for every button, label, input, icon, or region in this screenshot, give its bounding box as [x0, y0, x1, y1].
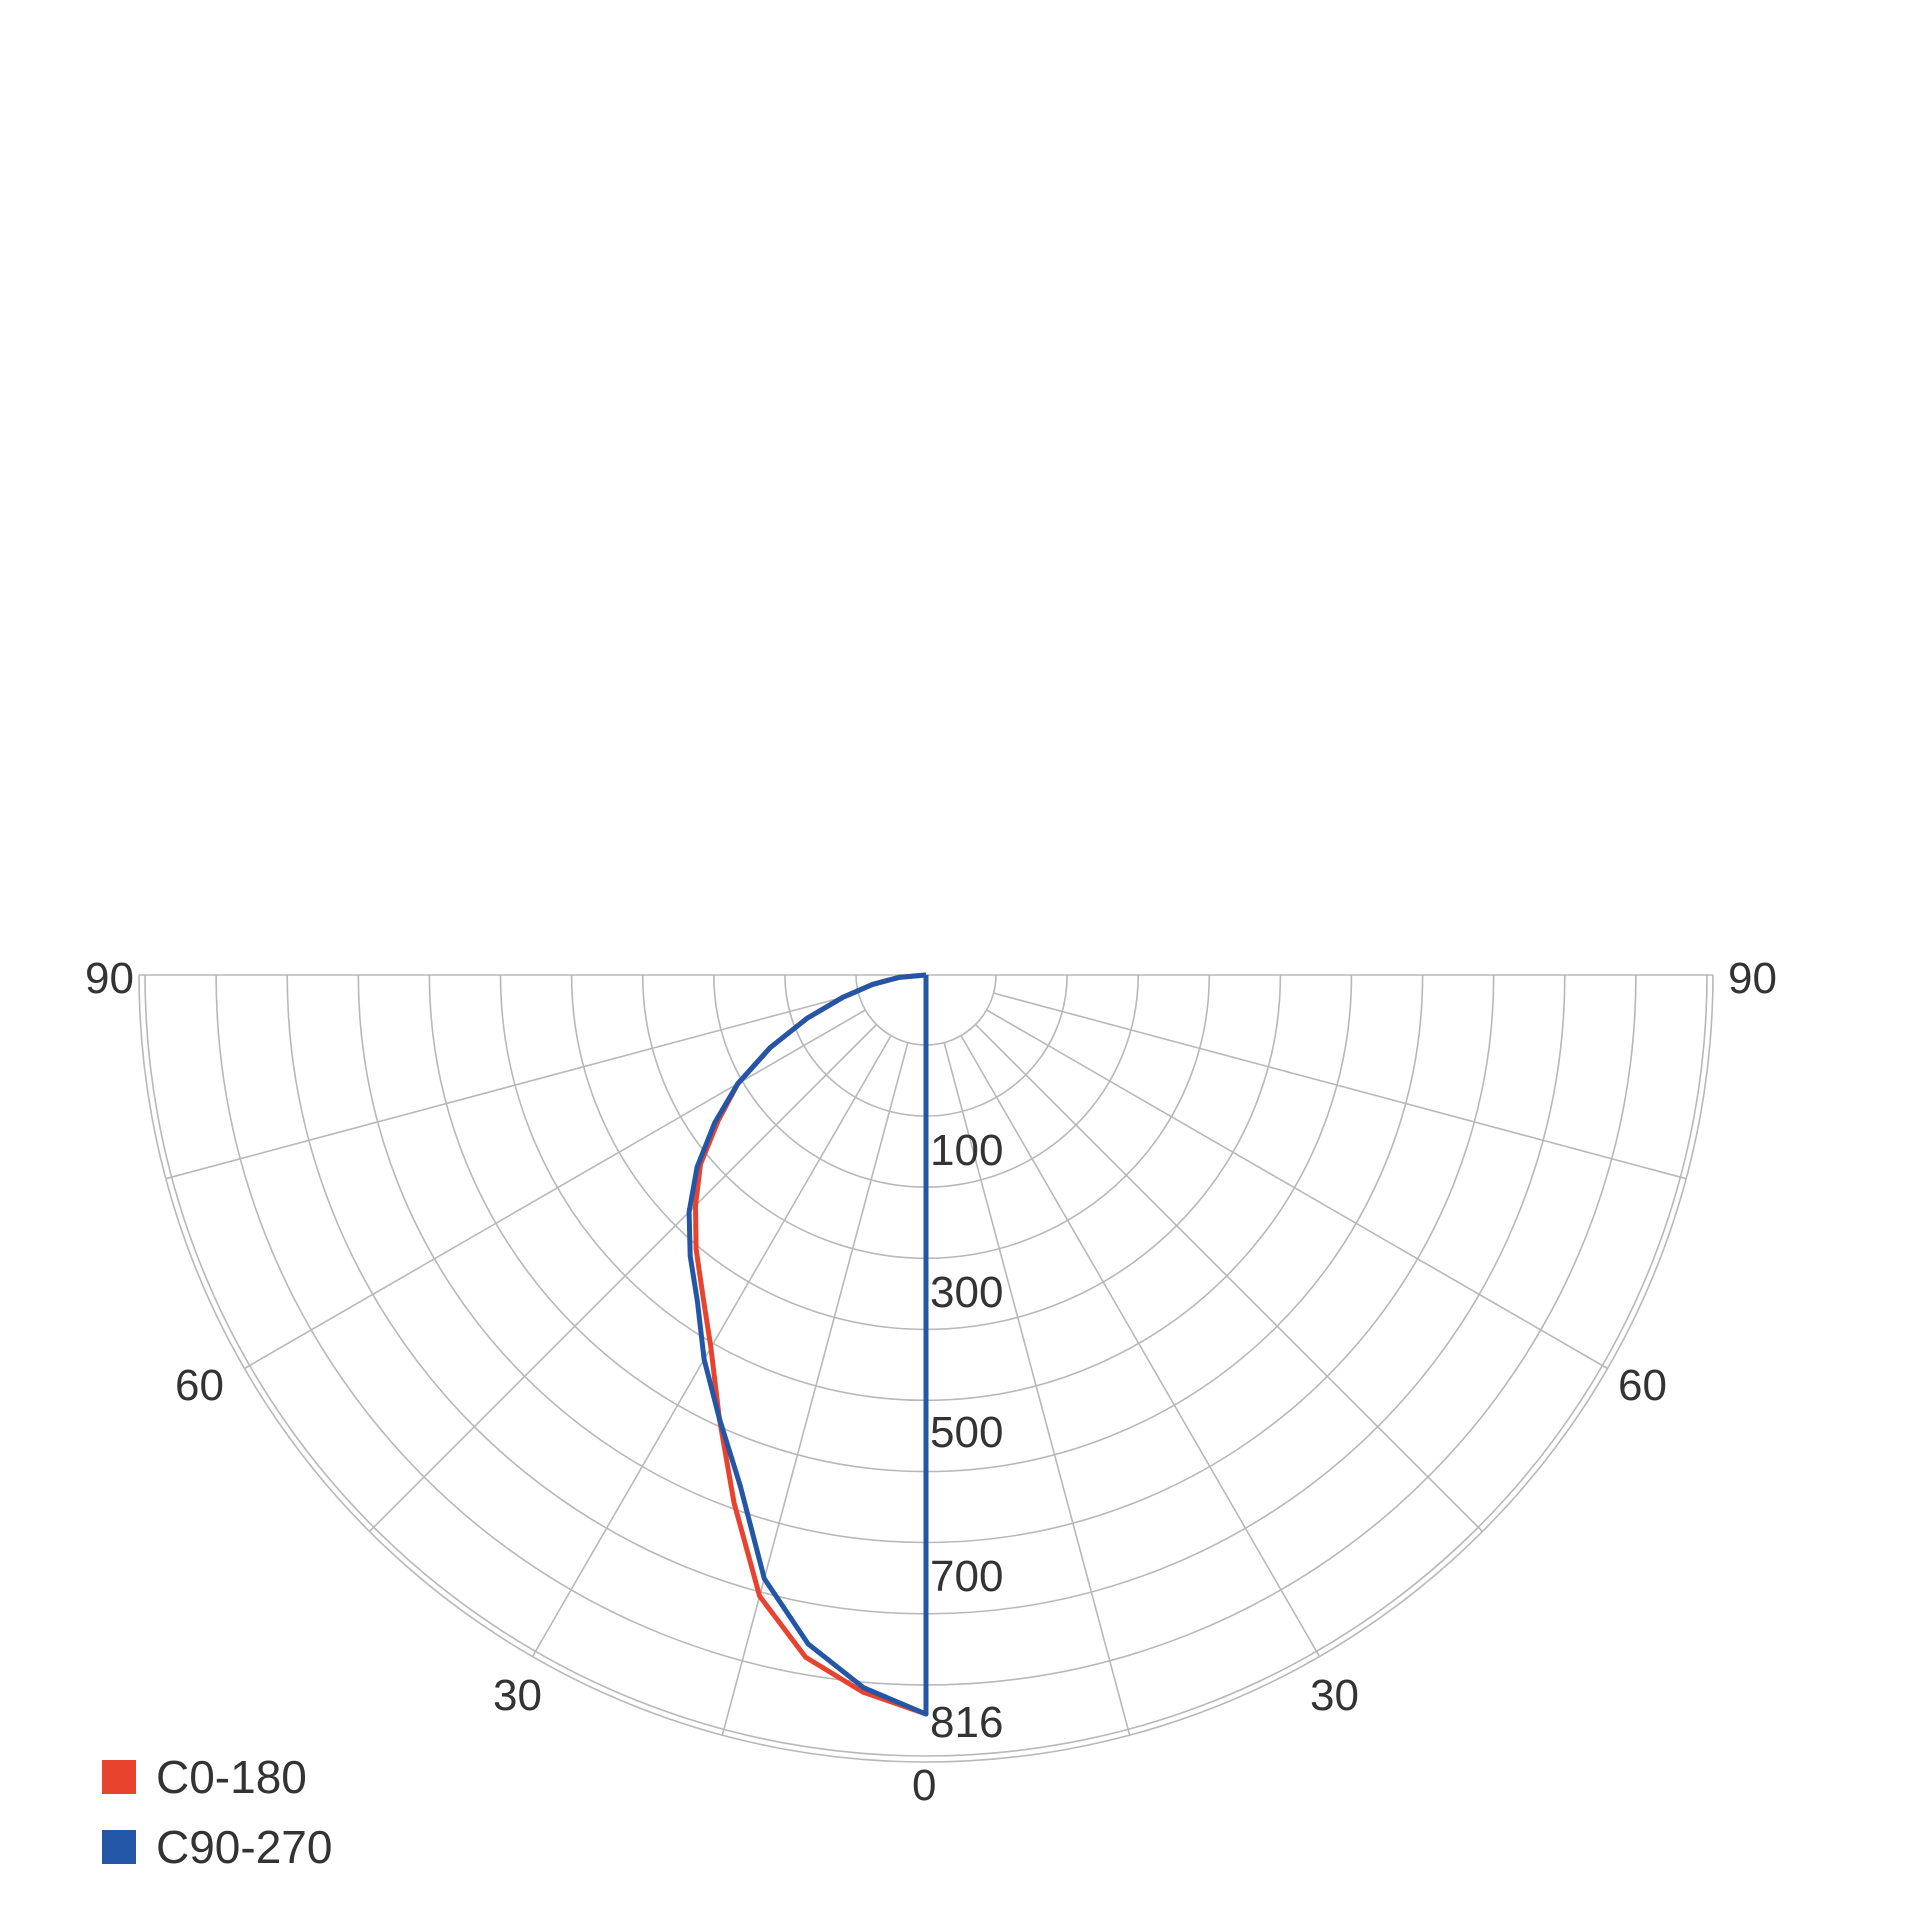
legend-label-c90-270: C90-270 [156, 1821, 333, 1873]
angle-label-left-30: 30 [493, 1671, 542, 1720]
grid-spoke [986, 1009, 1608, 1370]
angle-label-left-60: 60 [175, 1361, 224, 1410]
angle-label-left-90: 90 [85, 954, 134, 1003]
radial-label-816: 816 [930, 1698, 1003, 1747]
legend-item-c90-270: C90-270 [102, 1812, 332, 1882]
legend-swatch-c0-180 [102, 1760, 136, 1794]
legend-label-c0-180: C0-180 [156, 1751, 307, 1803]
grid-spoke [974, 1023, 1484, 1533]
radial-label-100: 100 [930, 1126, 1003, 1175]
angle-label-right-60: 60 [1618, 1361, 1667, 1410]
radial-label-700: 700 [930, 1552, 1003, 1601]
legend-item-c0-180: C0-180 [102, 1742, 332, 1812]
grid-spoke [960, 1035, 1321, 1657]
grid-spoke [993, 992, 1687, 1180]
grid-ring [144, 974, 1708, 1757]
grid-ring-outer [138, 974, 1714, 1763]
radial-label-500: 500 [930, 1408, 1003, 1457]
series-line-c90-270 [686, 972, 929, 1717]
angle-label-right-90: 90 [1728, 954, 1777, 1003]
grid-spoke [943, 1042, 1131, 1736]
angle-label-right-30: 30 [1310, 1671, 1359, 1720]
legend-swatch-c90-270 [102, 1830, 136, 1864]
legend: C0-180 C90-270 [102, 1742, 332, 1882]
radial-label-300: 300 [930, 1268, 1003, 1317]
angle-label-zero: 0 [912, 1761, 936, 1810]
grid-spoke [368, 1023, 878, 1533]
series-layer [686, 972, 929, 1717]
grid-spoke [721, 1042, 909, 1736]
grid-spoke [244, 1009, 866, 1370]
grid-spoke [165, 992, 859, 1180]
